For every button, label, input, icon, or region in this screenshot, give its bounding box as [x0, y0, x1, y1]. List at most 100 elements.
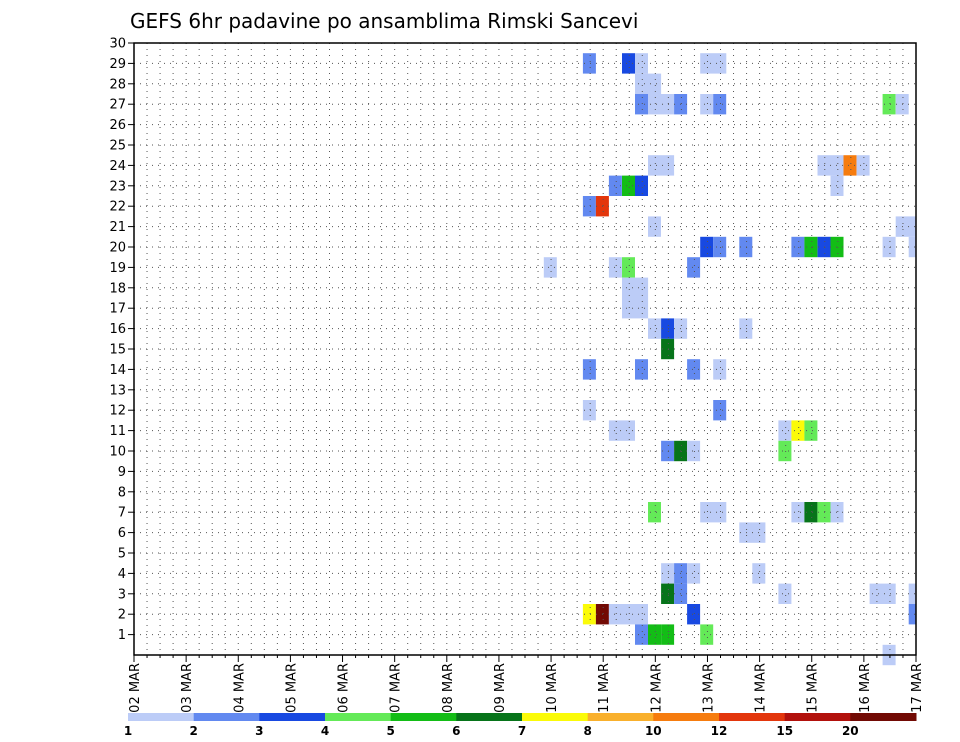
legend-label: 20: [842, 724, 859, 738]
data-cell: [908, 236, 916, 258]
legend-label: 1: [124, 724, 132, 738]
data-cell: [700, 624, 714, 645]
y-tick-label: 6: [118, 526, 126, 541]
legend-label: 10: [645, 724, 662, 738]
y-tick-label: 18: [109, 281, 126, 296]
data-cell: [661, 583, 675, 604]
data-cell: [700, 502, 727, 523]
data-cell: [608, 257, 622, 278]
data-cell: [687, 359, 701, 380]
data-cell: [713, 94, 727, 115]
chart-title: GEFS 6hr padavine po ansamblima Rimski S…: [130, 9, 638, 33]
y-tick-label: 28: [109, 77, 126, 92]
data-cell: [804, 502, 818, 523]
legend-swatch: [587, 713, 654, 721]
data-cell: [739, 236, 753, 258]
data-cell: [791, 420, 805, 441]
legend-label: 6: [452, 724, 460, 738]
x-tick-label: 17 MAR: [910, 663, 925, 713]
data-cell: [661, 318, 675, 339]
data-cell: [648, 624, 661, 645]
x-tick-label: 03 MAR: [180, 663, 195, 713]
data-cell: [908, 604, 916, 625]
x-tick-label: 12 MAR: [649, 663, 664, 713]
y-tick-label: 8: [118, 485, 126, 500]
y-tick-label: 10: [109, 445, 126, 460]
x-tick-label: 05 MAR: [284, 663, 299, 713]
legend-label: 7: [518, 724, 526, 738]
x-tick-label: 15 MAR: [806, 663, 821, 713]
x-tick-label: 16 MAR: [858, 663, 873, 713]
data-cell: [622, 277, 649, 298]
data-cell: [661, 563, 675, 584]
data-cell: [687, 563, 701, 584]
data-cell: [648, 155, 675, 176]
data-cell: [622, 175, 635, 196]
data-cell: [582, 604, 596, 625]
data-cell: [608, 175, 622, 196]
data-cell: [778, 583, 792, 604]
data-cell: [648, 318, 661, 339]
grid-lines: [134, 43, 916, 655]
data-cell: [908, 583, 916, 604]
color-legend: 1 2 3 4 5 6 7 8 10 12 15 20: [124, 713, 917, 738]
x-tick-label: 10 MAR: [545, 663, 560, 713]
y-tick-label: 7: [118, 506, 126, 521]
y-tick-label: 5: [118, 547, 126, 562]
data-cell: [608, 420, 635, 441]
data-cell: [661, 440, 675, 462]
data-cells: [543, 53, 916, 666]
data-cell: [648, 216, 661, 237]
y-tick-label: 14: [109, 363, 126, 378]
y-tick-label: 20: [109, 241, 126, 256]
data-cell: [713, 359, 727, 380]
data-cell: [713, 236, 727, 258]
data-cell: [869, 583, 896, 604]
data-cell: [713, 400, 727, 421]
y-tick-label: 27: [109, 98, 126, 113]
data-cell: [582, 53, 596, 74]
x-tick-label: 02 MAR: [128, 663, 143, 713]
y-tick-label: 1: [118, 628, 126, 643]
y-tick-label: 29: [109, 57, 126, 72]
y-tick-label: 25: [109, 139, 126, 154]
data-cell: [622, 298, 649, 319]
data-cell: [843, 155, 857, 176]
legend-swatch: [719, 713, 786, 721]
data-cell: [687, 257, 701, 278]
x-tick-label: 11 MAR: [597, 663, 612, 713]
y-tick-label: 24: [109, 159, 126, 174]
y-axis: 1234567891011121314151617181920212223242…: [109, 37, 134, 643]
data-cell: [882, 94, 896, 115]
data-cell: [791, 236, 805, 258]
data-cell: [700, 236, 714, 258]
legend-swatch: [390, 713, 457, 721]
x-tick-label: 08 MAR: [441, 663, 456, 713]
y-tick-label: 12: [109, 404, 126, 419]
x-tick-label: 14 MAR: [754, 663, 769, 713]
data-cell: [635, 359, 648, 380]
data-cell: [648, 502, 661, 523]
x-tick-label: 09 MAR: [493, 663, 508, 713]
y-tick-label: 11: [109, 424, 126, 439]
y-tick-label: 17: [109, 302, 126, 317]
data-cell: [635, 94, 648, 115]
data-cell: [661, 624, 675, 645]
data-cell: [895, 216, 916, 237]
y-tick-label: 3: [118, 587, 126, 602]
data-cell: [635, 53, 648, 74]
legend-label: 4: [321, 724, 329, 738]
data-cell: [856, 155, 870, 176]
data-cell: [582, 196, 596, 217]
data-cell: [804, 420, 818, 441]
legend-swatch: [259, 713, 326, 721]
data-cell: [700, 94, 714, 115]
data-cell: [661, 338, 675, 360]
y-tick-label: 23: [109, 179, 126, 194]
legend-label: 15: [776, 724, 793, 738]
y-tick-label: 2: [118, 608, 126, 623]
y-tick-label: 13: [109, 383, 126, 398]
legend-swatch: [522, 713, 589, 721]
data-cell: [543, 257, 557, 278]
